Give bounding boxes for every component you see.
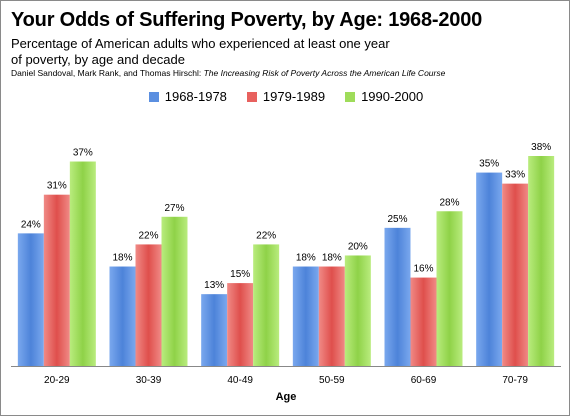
bar-value-label: 25% <box>387 214 407 225</box>
bar-60-69-1979-1989 <box>410 277 437 366</box>
bar-70-79-1979-1989 <box>502 183 529 366</box>
legend-item-1979-1989: 1979-1989 <box>246 89 326 104</box>
source-authors: Daniel Sandoval, Mark Rank, and Thomas H… <box>11 68 204 78</box>
bar-value-label: 24% <box>21 219 41 230</box>
bar-40-49-1968-1978 <box>201 294 228 366</box>
x-axis-title: Age <box>276 391 297 403</box>
bar-value-label: 22% <box>138 230 158 241</box>
bar-value-label: 37% <box>73 148 93 159</box>
bar-20-29-1968-1978 <box>17 233 44 366</box>
bar-value-label: 27% <box>164 203 184 214</box>
bar-60-69-1990-2000 <box>436 211 463 366</box>
chart-legend: 1968-1978 1979-1989 1990-2000 <box>1 89 569 104</box>
source-title: The Increasing Risk of Poverty Across th… <box>203 68 446 78</box>
bar-value-label: 18% <box>322 253 342 264</box>
x-tick-label: 70-79 <box>502 375 528 386</box>
legend-swatch-1979-1989 <box>246 91 257 102</box>
x-tick-labels: 20-29 30-39 40-49 50-59 60-69 70-79 <box>44 375 528 386</box>
bar-40-49-1979-1989 <box>227 283 254 366</box>
bar-70-79-1990-2000 <box>528 156 555 366</box>
legend-swatch-1968-1978 <box>148 91 159 102</box>
bar-value-label: 31% <box>47 181 67 192</box>
chart-source: Daniel Sandoval, Mark Rank, and Thomas H… <box>11 68 445 78</box>
bar-value-label: 13% <box>204 280 224 291</box>
bar-value-label: 35% <box>479 159 499 170</box>
legend-label-1990-2000: 1990-2000 <box>361 89 424 104</box>
legend-item-1968-1978: 1968-1978 <box>148 89 227 104</box>
bar-value-label: 28% <box>439 197 459 208</box>
bar-value-label: 18% <box>296 253 316 264</box>
x-tick-label: 30-39 <box>136 375 162 386</box>
bar-70-79-1968-1978 <box>476 172 503 366</box>
legend-label-1979-1989: 1979-1989 <box>262 89 326 104</box>
chart-subtitle: Percentage of American adults who experi… <box>11 36 390 67</box>
legend-swatch-1990-2000 <box>345 91 356 102</box>
bar-30-39-1979-1989 <box>135 244 162 366</box>
bar-40-49-1990-2000 <box>253 244 280 366</box>
bar-30-39-1968-1978 <box>109 266 136 366</box>
bar-group: 24% 31% 37% 18% 22% 27% 13% 15% 22% 18% 18% 20% 25% 1… <box>17 142 555 366</box>
chart-title: Your Odds of Suffering Poverty, by Age: … <box>11 9 483 31</box>
x-tick-label: 20-29 <box>44 375 70 386</box>
bar-value-label: 38% <box>531 142 551 153</box>
x-tick-label: 50-59 <box>319 375 345 386</box>
bar-20-29-1990-2000 <box>69 161 96 366</box>
x-tick-label: 40-49 <box>227 375 253 386</box>
bar-value-label: 20% <box>348 241 368 252</box>
bar-50-59-1968-1978 <box>292 266 319 366</box>
bar-value-label: 33% <box>505 170 525 181</box>
bar-60-69-1968-1978 <box>384 227 411 366</box>
bar-value-label: 15% <box>230 269 250 280</box>
bar-50-59-1990-2000 <box>344 255 371 366</box>
bar-30-39-1990-2000 <box>161 216 188 366</box>
legend-item-1990-2000: 1990-2000 <box>345 89 423 104</box>
bar-value-label: 22% <box>256 230 276 241</box>
bar-value-label: 16% <box>413 264 433 275</box>
legend-label-1968-1978: 1968-1978 <box>164 89 227 104</box>
bar-20-29-1979-1989 <box>43 194 70 366</box>
bar-value-label: 18% <box>112 253 132 264</box>
bar-50-59-1979-1989 <box>318 266 345 366</box>
x-tick-label: 60-69 <box>411 375 437 386</box>
